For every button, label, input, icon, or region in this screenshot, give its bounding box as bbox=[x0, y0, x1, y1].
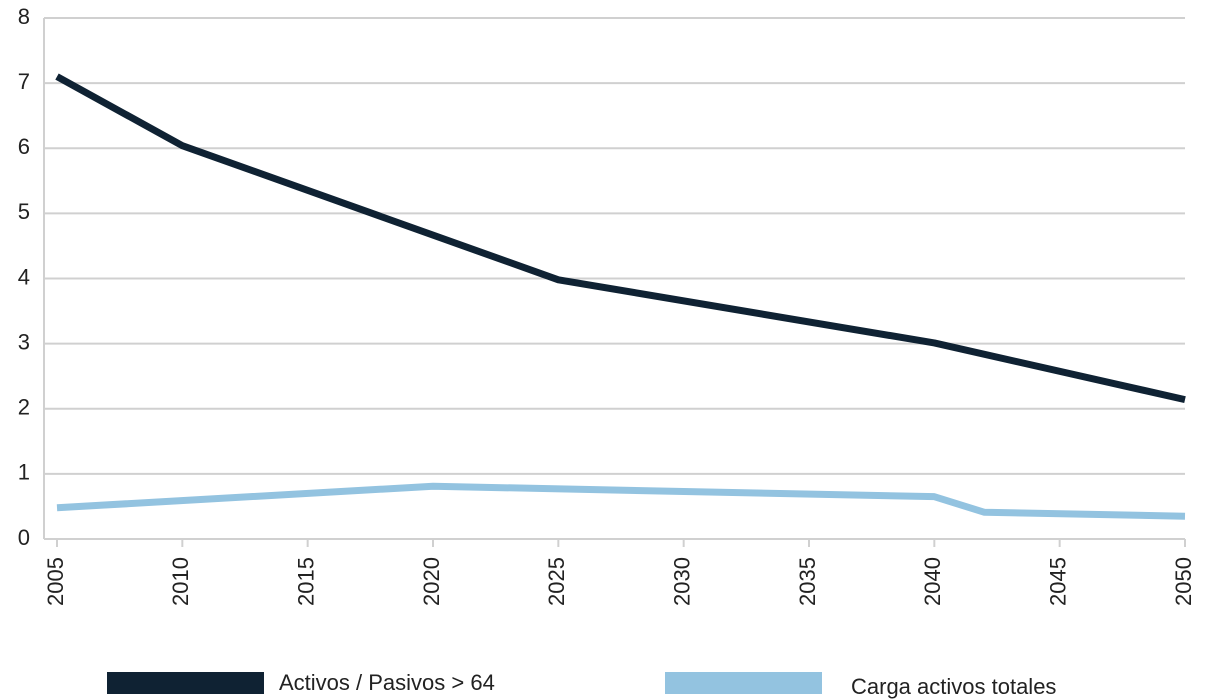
y-tick-label: 5 bbox=[18, 199, 30, 224]
x-tick-label: 2010 bbox=[168, 557, 193, 606]
legend-swatch bbox=[107, 672, 264, 694]
y-tick-label: 4 bbox=[18, 264, 30, 289]
series-line bbox=[55, 73, 1186, 404]
x-tick-label: 2030 bbox=[669, 557, 694, 606]
x-tick-label: 2040 bbox=[920, 557, 945, 606]
x-tick-label: 2015 bbox=[293, 557, 318, 606]
x-tick-label: 2035 bbox=[795, 557, 820, 606]
y-tick-label: 2 bbox=[18, 395, 30, 420]
x-tick-label: 2050 bbox=[1171, 557, 1196, 606]
y-tick-label: 8 bbox=[18, 4, 30, 29]
y-tick-label: 6 bbox=[18, 134, 30, 159]
x-tick-label: 2045 bbox=[1045, 557, 1070, 606]
series-line bbox=[56, 482, 1186, 520]
y-tick-label: 7 bbox=[18, 69, 30, 94]
legend-label: Activos / Pasivos > 64 bbox=[279, 670, 495, 695]
y-tick-label: 0 bbox=[18, 525, 30, 550]
legend-label: Carga activos totales bbox=[851, 674, 1056, 699]
x-tick-label: 2025 bbox=[544, 557, 569, 606]
x-tick-label: 2020 bbox=[419, 557, 444, 606]
y-tick-label: 3 bbox=[18, 329, 30, 354]
x-tick-label: 2005 bbox=[43, 557, 68, 606]
legend-swatch bbox=[665, 672, 822, 694]
y-tick-label: 1 bbox=[18, 460, 30, 485]
